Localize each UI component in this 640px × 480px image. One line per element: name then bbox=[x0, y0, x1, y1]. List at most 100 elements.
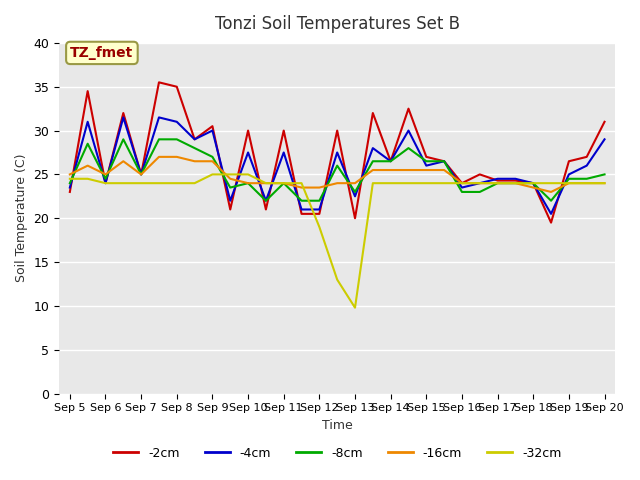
-16cm bbox=[422, 167, 430, 173]
-16cm bbox=[493, 180, 501, 186]
-32cm bbox=[351, 305, 359, 311]
-2cm bbox=[173, 84, 180, 90]
-16cm bbox=[155, 154, 163, 160]
-4cm bbox=[84, 119, 92, 125]
-4cm bbox=[458, 185, 466, 191]
-32cm bbox=[387, 180, 394, 186]
-2cm bbox=[529, 180, 537, 186]
-4cm bbox=[120, 115, 127, 120]
-4cm bbox=[601, 136, 609, 142]
-32cm bbox=[298, 180, 305, 186]
-2cm bbox=[298, 211, 305, 217]
-32cm bbox=[191, 180, 198, 186]
-32cm bbox=[511, 180, 519, 186]
-2cm bbox=[422, 154, 430, 160]
-2cm bbox=[155, 80, 163, 85]
-4cm bbox=[209, 128, 216, 133]
-4cm bbox=[191, 136, 198, 142]
-4cm bbox=[280, 150, 287, 156]
-4cm bbox=[493, 176, 501, 181]
-2cm bbox=[387, 158, 394, 164]
-4cm bbox=[404, 128, 412, 133]
-8cm bbox=[387, 158, 394, 164]
-8cm bbox=[529, 180, 537, 186]
-8cm bbox=[138, 171, 145, 177]
-16cm bbox=[209, 158, 216, 164]
-4cm bbox=[583, 163, 591, 168]
-8cm bbox=[191, 145, 198, 151]
-16cm bbox=[280, 180, 287, 186]
-8cm bbox=[227, 185, 234, 191]
-16cm bbox=[102, 171, 109, 177]
-8cm bbox=[583, 176, 591, 181]
-8cm bbox=[440, 158, 448, 164]
-16cm bbox=[244, 180, 252, 186]
-4cm bbox=[547, 211, 555, 217]
-32cm bbox=[493, 180, 501, 186]
-32cm bbox=[138, 180, 145, 186]
-4cm bbox=[511, 176, 519, 181]
-2cm bbox=[191, 136, 198, 142]
-8cm bbox=[280, 180, 287, 186]
-8cm bbox=[102, 176, 109, 181]
-16cm bbox=[298, 185, 305, 191]
-8cm bbox=[493, 180, 501, 186]
-16cm bbox=[601, 180, 609, 186]
-2cm bbox=[120, 110, 127, 116]
-8cm bbox=[209, 154, 216, 160]
-2cm bbox=[333, 128, 341, 133]
-32cm bbox=[173, 180, 180, 186]
-2cm bbox=[476, 171, 484, 177]
-16cm bbox=[565, 180, 573, 186]
-4cm bbox=[351, 193, 359, 199]
-4cm bbox=[440, 158, 448, 164]
-32cm bbox=[316, 224, 323, 230]
-32cm bbox=[601, 180, 609, 186]
X-axis label: Time: Time bbox=[322, 419, 353, 432]
-32cm bbox=[102, 180, 109, 186]
-32cm bbox=[440, 180, 448, 186]
-2cm bbox=[138, 171, 145, 177]
-8cm bbox=[476, 189, 484, 195]
-32cm bbox=[422, 180, 430, 186]
-16cm bbox=[316, 185, 323, 191]
-32cm bbox=[369, 180, 377, 186]
-16cm bbox=[84, 163, 92, 168]
-2cm bbox=[66, 189, 74, 195]
-16cm bbox=[547, 189, 555, 195]
-4cm bbox=[138, 171, 145, 177]
-4cm bbox=[387, 158, 394, 164]
-16cm bbox=[262, 180, 269, 186]
-2cm bbox=[280, 128, 287, 133]
-32cm bbox=[120, 180, 127, 186]
-2cm bbox=[84, 88, 92, 94]
-2cm bbox=[351, 216, 359, 221]
-8cm bbox=[422, 158, 430, 164]
-32cm bbox=[583, 180, 591, 186]
-16cm bbox=[227, 176, 234, 181]
-16cm bbox=[529, 185, 537, 191]
-2cm bbox=[440, 158, 448, 164]
-4cm bbox=[333, 150, 341, 156]
-4cm bbox=[369, 145, 377, 151]
-16cm bbox=[511, 180, 519, 186]
-16cm bbox=[138, 171, 145, 177]
-32cm bbox=[280, 180, 287, 186]
-8cm bbox=[173, 136, 180, 142]
-8cm bbox=[547, 198, 555, 204]
-8cm bbox=[351, 189, 359, 195]
Line: -8cm: -8cm bbox=[70, 139, 605, 201]
-16cm bbox=[351, 180, 359, 186]
-32cm bbox=[529, 180, 537, 186]
-32cm bbox=[404, 180, 412, 186]
-8cm bbox=[369, 158, 377, 164]
-32cm bbox=[565, 180, 573, 186]
-4cm bbox=[173, 119, 180, 125]
-8cm bbox=[66, 180, 74, 186]
-2cm bbox=[244, 128, 252, 133]
Line: -16cm: -16cm bbox=[70, 157, 605, 192]
Line: -2cm: -2cm bbox=[70, 83, 605, 223]
-2cm bbox=[601, 119, 609, 125]
-32cm bbox=[458, 180, 466, 186]
-8cm bbox=[333, 163, 341, 168]
